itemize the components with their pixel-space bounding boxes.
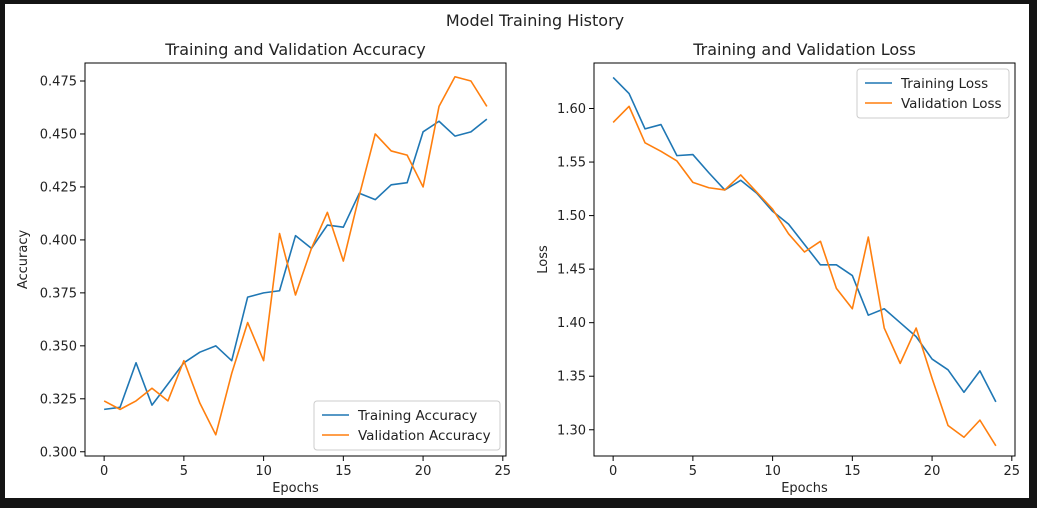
accuracy-x-tick-label: 0 xyxy=(100,464,108,479)
loss-y-tick-label: 1.50 xyxy=(557,209,586,224)
figure-frame: Model Training History Training and Vali… xyxy=(5,4,1029,498)
loss-legend-box xyxy=(856,68,1010,119)
accuracy-y-tick-label: 0.375 xyxy=(40,286,77,301)
validation-loss-legend-label: Validation Loss xyxy=(901,96,1002,112)
loss-x-tick-label: 0 xyxy=(609,464,617,479)
training-accuracy-legend-label: Training Accuracy xyxy=(357,408,477,424)
accuracy-y-tick-label: 0.425 xyxy=(40,180,77,195)
loss-y-tick-label: 1.40 xyxy=(557,316,586,331)
loss-x-axis-label: Epochs xyxy=(781,481,828,496)
loss-legend: Training Loss Validation Loss xyxy=(856,68,1010,119)
loss-y-tick-label: 1.35 xyxy=(557,370,586,385)
accuracy-x-tick-label: 15 xyxy=(335,464,352,479)
loss-x-tick-label: 25 xyxy=(1004,464,1021,479)
loss-y-tick-label: 1.55 xyxy=(557,156,586,171)
figure-suptitle: Model Training History xyxy=(446,11,624,30)
loss-title: Training and Validation Loss xyxy=(692,40,916,59)
accuracy-x-tick-label: 5 xyxy=(180,464,188,479)
validation-accuracy-legend-label: Validation Accuracy xyxy=(358,428,491,444)
training-loss-line xyxy=(612,76,997,403)
training-loss-legend-label: Training Loss xyxy=(900,76,988,92)
loss-x-tick-label: 10 xyxy=(764,464,781,479)
accuracy-legend: Training Accuracy Validation Accuracy xyxy=(313,400,501,451)
accuracy-x-tick-label: 25 xyxy=(495,464,512,479)
loss-chart: Training and Validation Loss 0 5 10 15 20 25 1.… xyxy=(536,40,1020,496)
accuracy-y-tick-label: 0.350 xyxy=(40,339,77,354)
loss-y-tick-label: 1.45 xyxy=(557,263,586,278)
loss-x-tick-label: 5 xyxy=(689,464,697,479)
loss-y-tick-label: 1.30 xyxy=(557,423,586,438)
accuracy-y-axis-label: Accuracy xyxy=(16,230,31,290)
loss-x-tick-label: 20 xyxy=(924,464,941,479)
accuracy-legend-box xyxy=(313,400,501,451)
training-history-figure: Model Training History Training and Vali… xyxy=(16,11,1020,496)
accuracy-y-tick-label: 0.400 xyxy=(40,233,77,248)
accuracy-title: Training and Validation Accuracy xyxy=(164,40,426,59)
loss-axes-frame xyxy=(593,62,1016,457)
accuracy-y-tick-label: 0.450 xyxy=(40,127,77,142)
validation-loss-line xyxy=(612,105,997,447)
loss-y-axis-label: Loss xyxy=(536,245,551,274)
accuracy-y-tick-label: 0.300 xyxy=(40,445,77,460)
accuracy-y-tick-label: 0.475 xyxy=(40,75,77,90)
validation-accuracy-line xyxy=(103,75,488,436)
accuracy-x-axis-label: Epochs xyxy=(272,481,319,496)
accuracy-x-tick-label: 20 xyxy=(415,464,432,479)
accuracy-y-tick-label: 0.325 xyxy=(40,392,77,407)
accuracy-axes-frame xyxy=(84,62,507,457)
loss-x-tick-label: 15 xyxy=(844,464,861,479)
accuracy-chart: Training and Validation Accuracy 0 5 10 15 20… xyxy=(16,40,511,496)
training-accuracy-line xyxy=(104,118,488,411)
accuracy-x-tick-label: 10 xyxy=(255,464,272,479)
loss-y-tick-label: 1.60 xyxy=(557,102,586,117)
